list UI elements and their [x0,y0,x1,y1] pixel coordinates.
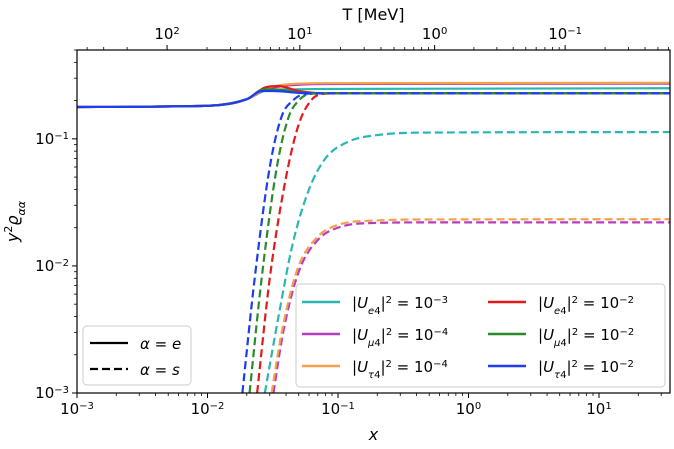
top-tick-label: 100 [422,25,447,43]
x-axis-title: x [368,425,379,444]
series-line-s-8 [270,218,670,393]
legend-style: α = e α = s [82,325,192,386]
top-axis-title: T [MeV] [342,5,405,24]
legend-mixing-label: |Ue4|2 = 10−2 [538,294,634,317]
legend-style-label: α = e [140,335,181,353]
plot-frame [76,49,671,394]
x-tick-label: 10−1 [321,400,355,418]
series-line-e-4 [77,88,670,109]
legend-mixing: |Ue4|2 = 10−3 |Uμ4|2 = 10−4 |Uτ4|2 = 10−4 |… [295,283,666,388]
top-tick-label: 101 [287,25,312,43]
legend-mixing-box [295,283,666,388]
legend-mixing-label: |Ue4|2 = 10−3 [352,294,448,317]
series-line-e-2 [77,81,670,109]
y-axis-title: y2ϱαα [2,200,28,243]
x-tick-label: 101 [586,400,611,418]
series-line-e-1 [77,82,670,109]
series-line-s-11 [241,92,670,393]
series-line-e-0 [77,87,670,109]
legend-mixing-label: |Uμ4|2 = 10−2 [538,326,634,349]
x-tick-label: 100 [456,400,481,418]
y-tick-label: 10−1 [35,130,69,148]
legend-mixing-label: |Uτ4|2 = 10−4 [352,358,448,381]
series-line-s-6 [263,130,670,393]
legend-style-box [82,325,192,386]
legend-style-label: α = s [140,361,180,379]
legend-mixing-label: |Uτ4|2 = 10−2 [538,358,634,381]
series-line-s-7 [272,221,670,393]
legend-mixing-label: |Uμ4|2 = 10−4 [352,326,448,349]
top-tick-label: 102 [154,25,179,43]
y-tick-label: 10−3 [35,384,69,402]
x-tick-label: 10−3 [60,400,94,418]
top-tick-label: 10−1 [548,25,582,43]
y-tick-label: 10−2 [35,257,69,275]
x-tick-label: 10−2 [191,400,225,418]
